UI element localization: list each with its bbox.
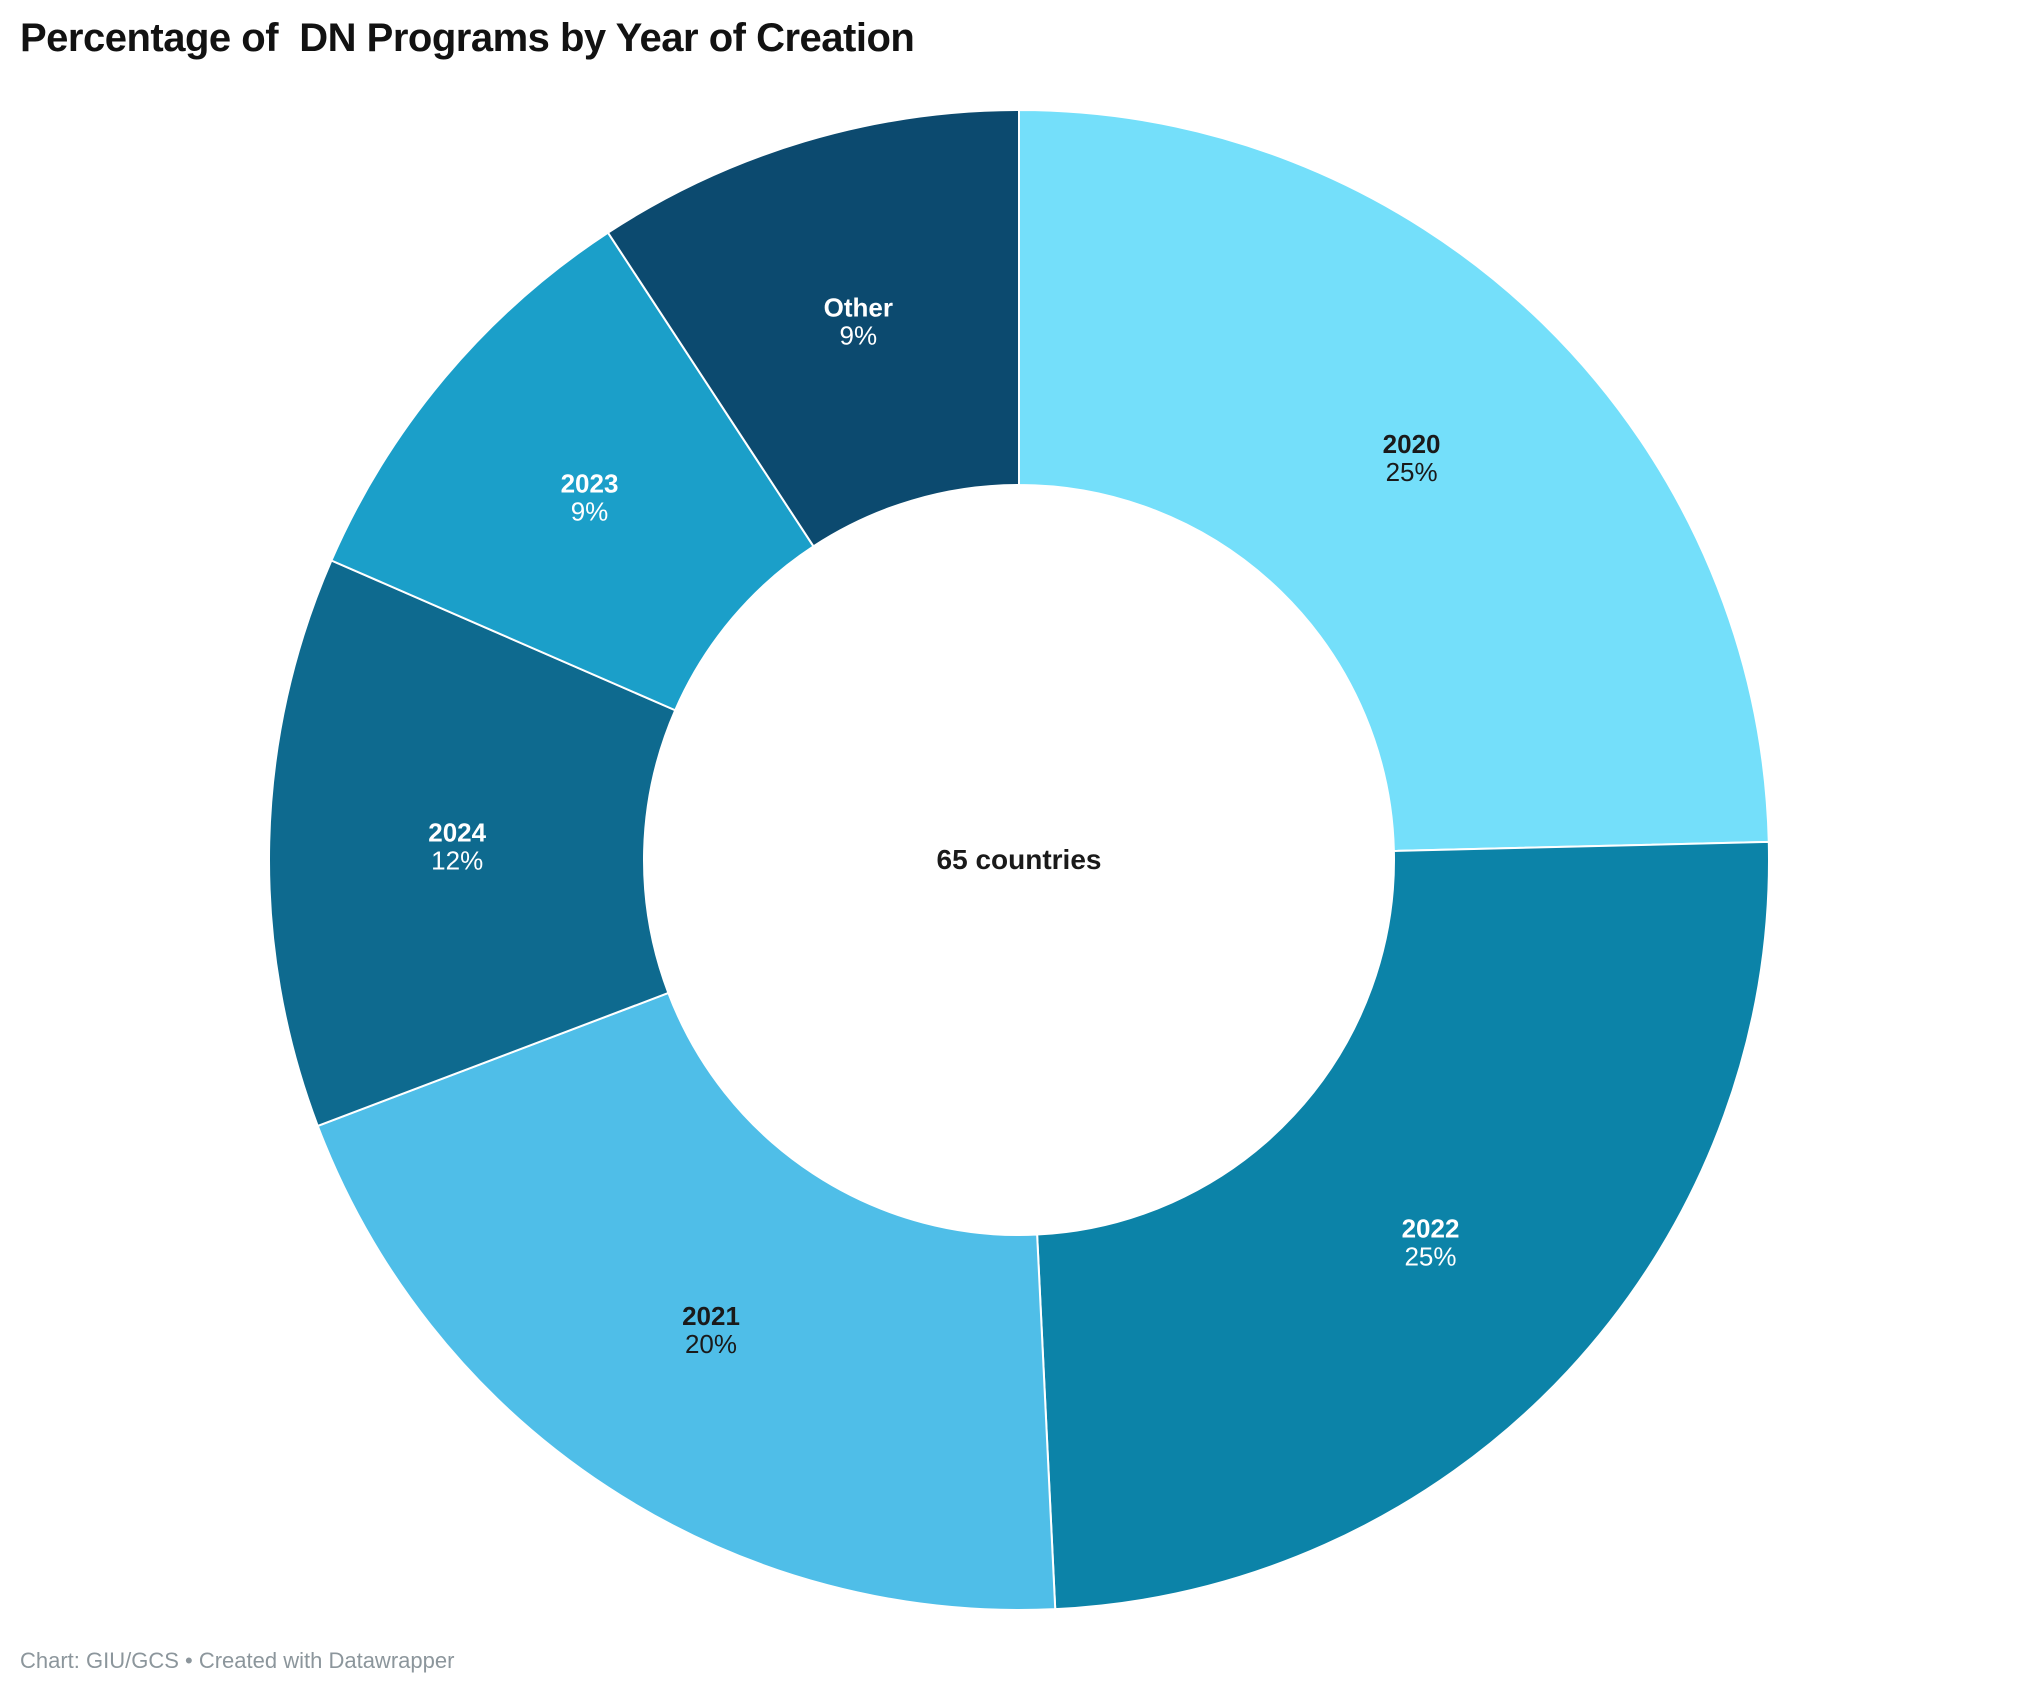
pie-slice-2022[interactable]: [1036, 840, 1770, 1611]
slice-percent-2022: 25%: [1404, 1242, 1456, 1272]
pie-slice-2023[interactable]: [330, 231, 815, 712]
chart-title: Percentage of DN Programs by Year of Cre…: [20, 16, 915, 60]
slice-percent-2023: 9%: [571, 497, 609, 527]
slice-percent-2020: 25%: [1386, 457, 1438, 487]
slice-percent-2024: 12%: [431, 845, 483, 875]
pie-slice-other[interactable]: [606, 108, 1020, 548]
pie-slice-2021[interactable]: [316, 991, 1057, 1611]
slice-label-2021: 2021: [682, 1301, 740, 1331]
slice-percent-2021: 20%: [685, 1329, 737, 1359]
slice-percent-other: 9%: [840, 321, 878, 351]
pie-slice-2020[interactable]: [1018, 108, 1770, 852]
slice-label-2024: 2024: [428, 817, 486, 847]
pie-slice-2024[interactable]: [268, 559, 677, 1128]
slice-label-2020: 2020: [1383, 429, 1441, 459]
slice-label-2022: 2022: [1402, 1214, 1460, 1244]
slice-label-2023: 2023: [561, 469, 619, 499]
donut-center-label: 65 countries: [936, 844, 1102, 875]
chart-footer-credit: Chart: GIU/GCS • Created with Datawrappe…: [20, 1648, 455, 1673]
slice-label-other: Other: [824, 293, 893, 323]
